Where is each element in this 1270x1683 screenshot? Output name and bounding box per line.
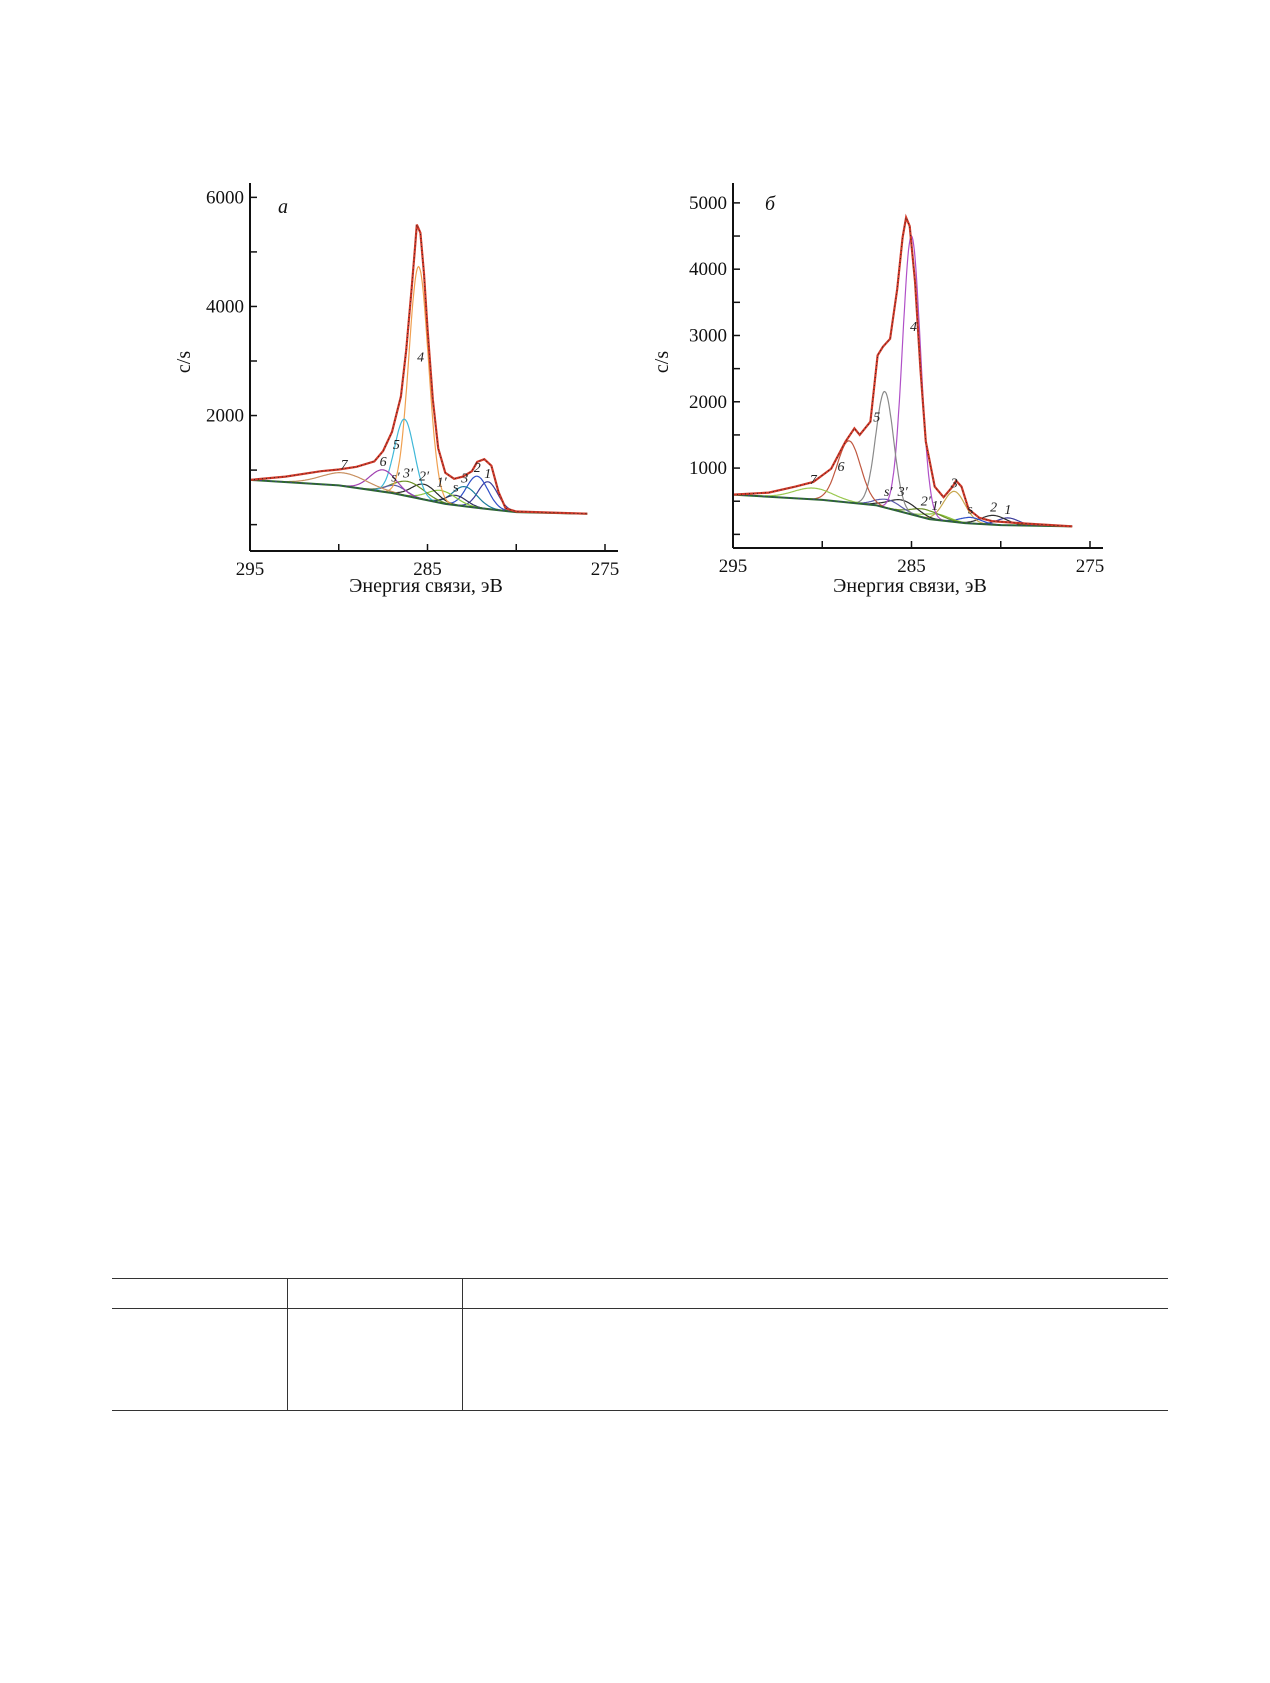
peak-label-b-1: 2 [990,500,997,515]
peak-label-a-2: 3 [460,472,468,487]
peak-label-b-0: 1 [1004,503,1011,518]
peak-label-a-3: s [453,480,458,495]
peak-label-a-11: 7 [341,458,349,473]
y-tick-label-b: 3000 [689,325,727,346]
peak-label-b-11: 7 [810,473,818,488]
table-column-divider [462,1278,463,1410]
y-tick-label-b: 5000 [689,193,727,214]
component-peak-a-8 [379,265,458,506]
chart-panel-b: б 12 3s 1′2′ 3′ s′ 4 5 6 7 295 285 275 1000 2000 3000… [651,183,1104,597]
peak-label-b-9: 5 [873,411,880,426]
x-tick-label-b: 295 [719,556,748,577]
y-tick-label-b: 1000 [689,458,727,479]
peak-label-a-4: 1′ [437,476,448,491]
plot-area-b: 12 3s 1′2′ 3′ s′ 4 5 6 7 [732,213,1073,528]
x-tick-label-a: 285 [413,559,442,580]
peak-label-b-7: s′ [884,485,893,500]
peak-label-a-8: 4 [417,351,424,366]
x-axis-title-b: Энергия связи, эВ [833,575,987,597]
measured-points-b [732,216,1073,527]
peak-label-b-2: 3 [950,476,958,491]
table-outline [112,1278,1168,1411]
envelope-curve-a [249,224,588,515]
component-peak-b-10 [802,440,895,511]
panel-letter-b: б [765,193,776,215]
x-tick-label-b: 285 [897,556,926,577]
x-tick-label-a: 295 [236,559,265,580]
component-peak-b-9 [848,390,920,518]
table-column-divider [287,1278,288,1410]
component-peak-b-8 [875,235,947,522]
y-tick-label-a: 2000 [206,406,244,427]
peak-label-a-7: s′ [391,471,400,486]
panel-letter-a: а [278,196,288,218]
y-tick-label-b: 2000 [689,392,727,413]
table-bottom-rule [112,1410,1168,1411]
y-tick-label-a: 6000 [206,187,244,208]
peak-label-a-1: 2 [474,461,481,476]
peak-label-b-5: 2′ [921,495,932,510]
peak-label-b-8: 4 [910,320,917,335]
peak-label-a-5: 2′ [419,469,430,484]
peak-label-a-10: 6 [380,455,387,470]
peak-label-b-10: 6 [838,460,845,475]
x-axis-title-a: Энергия связи, эВ [349,575,503,597]
peak-label-b-4: 1′ [931,499,942,514]
y-tick-label-a: 4000 [206,296,244,317]
baseline-overlay-b [732,494,1073,527]
y-axis-title-b: c/s [651,351,673,373]
peak-label-b-6: 3′ [897,485,909,500]
table-top-rule [112,1278,1168,1279]
x-tick-label-b: 275 [1076,556,1105,577]
y-tick-label-b: 4000 [689,259,727,280]
table-header-rule [112,1308,1168,1309]
peak-label-b-3: s [968,502,973,517]
peak-label-a-6: 3′ [402,467,414,482]
y-axis-title-a: c/s [173,351,195,373]
peak-label-a-9: 5 [393,438,400,453]
envelope-curve-b [732,213,1073,528]
component-peak-a-9 [365,418,443,504]
x-tick-label-a: 275 [591,559,620,580]
peak-label-a-0: 1 [484,467,491,482]
